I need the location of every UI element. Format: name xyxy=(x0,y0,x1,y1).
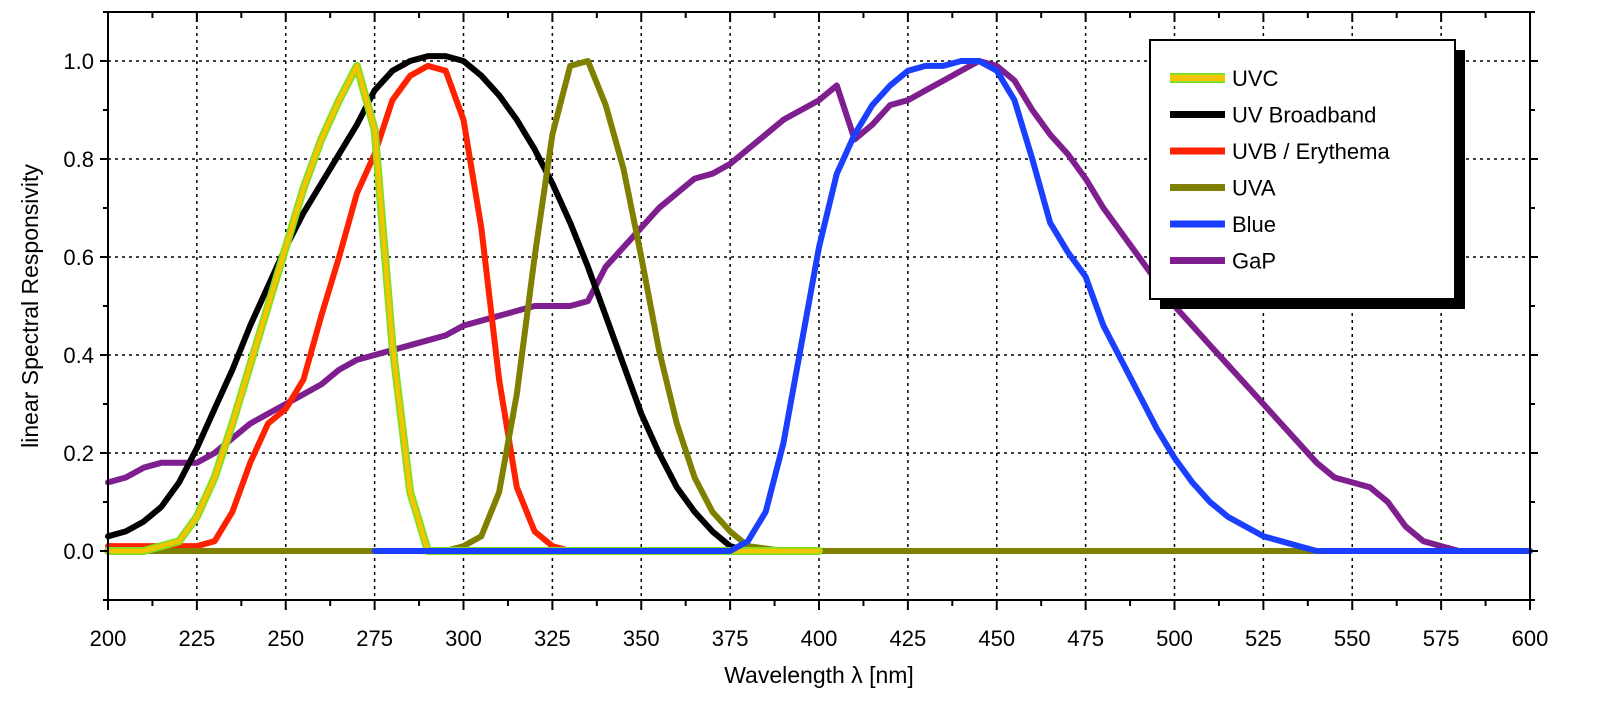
y-tick-label: 0.2 xyxy=(63,441,94,466)
x-tick-label: 275 xyxy=(356,626,393,651)
x-tick-label: 550 xyxy=(1334,626,1371,651)
series-line xyxy=(371,58,1533,554)
legend-item-uv-broadband: UV Broadband xyxy=(1170,103,1376,128)
x-tick-label: 450 xyxy=(978,626,1015,651)
y-tick-label: 0.4 xyxy=(63,343,94,368)
series-layer xyxy=(104,53,1533,555)
legend-label: GaP xyxy=(1232,249,1276,274)
series-gap xyxy=(105,58,1533,554)
x-axis-title: Wavelength λ [nm] xyxy=(724,662,914,688)
x-tick-label: 600 xyxy=(1512,626,1549,651)
y-tick-label: 1.0 xyxy=(63,49,94,74)
series-blue xyxy=(371,58,1533,554)
series-line xyxy=(105,63,822,554)
series-uvc xyxy=(104,61,823,555)
series-uva xyxy=(105,58,1533,554)
legend-label: UVB / Erythema xyxy=(1232,139,1390,164)
legend-box xyxy=(1149,39,1456,300)
legend-item-uvb-erythema: UVB / Erythema xyxy=(1170,139,1390,164)
y-tick-label: 0.8 xyxy=(63,147,94,172)
x-tick-label: 575 xyxy=(1423,626,1460,651)
legend: UVC UV Broadband UVB / Erythema UVA Blue GaP xyxy=(1149,39,1465,309)
legend-label: Blue xyxy=(1232,212,1276,237)
series-line xyxy=(105,53,1533,554)
x-tick-label: 350 xyxy=(623,626,660,651)
y-tick-label: 0.0 xyxy=(63,539,94,564)
x-tick-label: 225 xyxy=(179,626,216,651)
y-tick-label: 0.6 xyxy=(63,245,94,270)
legend-item-uvc: UVC xyxy=(1170,66,1279,91)
x-tick-label: 325 xyxy=(534,626,571,651)
ticks xyxy=(100,11,1538,610)
legend-label: UVC xyxy=(1232,66,1279,91)
x-tick-label: 300 xyxy=(445,626,482,651)
series-line xyxy=(105,58,1533,554)
x-tick-label: 500 xyxy=(1156,626,1193,651)
x-tick-label: 425 xyxy=(890,626,927,651)
legend-label: UVA xyxy=(1232,176,1276,201)
legend-item-uva: UVA xyxy=(1170,176,1276,201)
x-tick-label: 375 xyxy=(712,626,749,651)
y-tick-labels: 0.0 0.2 0.4 0.6 0.8 1.0 xyxy=(63,49,94,564)
y-axis-title: linear Spectral Responsivity xyxy=(17,164,43,448)
x-tick-label: 525 xyxy=(1245,626,1282,651)
legend-item-blue: Blue xyxy=(1170,212,1276,237)
series-uv-broadband xyxy=(105,53,1533,554)
legend-label: UV Broadband xyxy=(1232,103,1376,128)
series-line xyxy=(105,58,1533,554)
legend-item-gap: GaP xyxy=(1170,249,1276,274)
x-tick-label: 475 xyxy=(1067,626,1104,651)
x-tick-label: 250 xyxy=(267,626,304,651)
x-tick-label: 400 xyxy=(801,626,838,651)
x-tick-label: 200 xyxy=(90,626,127,651)
x-tick-labels: 200 225 250 275 300 325 350 375 400 425 450 475 500 5… xyxy=(90,626,1549,651)
